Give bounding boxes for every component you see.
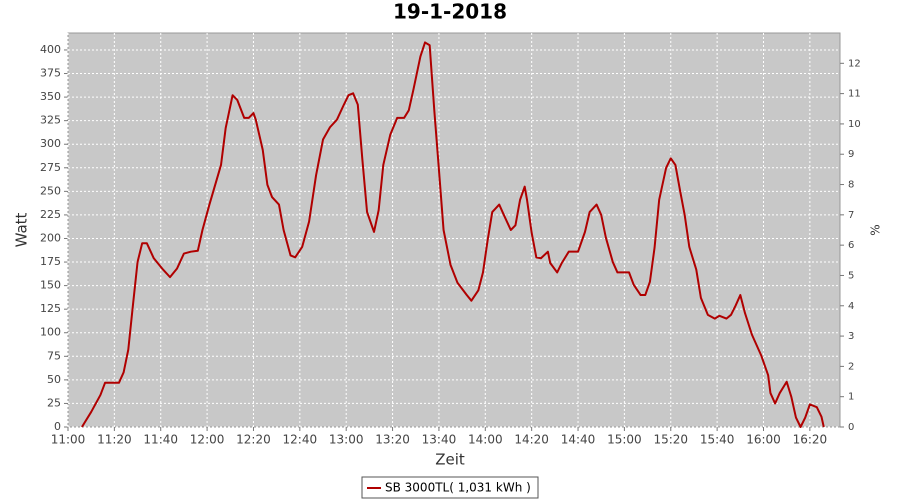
data-line xyxy=(81,41,825,428)
y2-tick-label: 4 xyxy=(848,301,854,312)
y-tick-label: 375 xyxy=(40,67,61,80)
y2-tick-label: 7 xyxy=(848,210,854,221)
x-tick-label: 15:20 xyxy=(653,433,688,447)
x-axis-label: Zeit xyxy=(435,451,465,469)
y-tick-label: 200 xyxy=(40,231,61,244)
y-axis-label: Watt xyxy=(13,212,31,247)
x-tick-label: 16:00 xyxy=(746,433,781,447)
x-tick-label: 14:00 xyxy=(468,433,503,447)
y2-tick-label: 6 xyxy=(848,240,854,251)
x-tick-label: 11:40 xyxy=(143,433,178,447)
y-tick-label: 400 xyxy=(40,43,61,56)
legend-label: SB 3000TL( 1,031 kWh ) xyxy=(385,481,531,495)
y-tick-label: 0 xyxy=(54,420,61,433)
y-tick-label: 150 xyxy=(40,279,61,292)
y2-tick-label: 8 xyxy=(848,180,854,191)
y-tick-label: 175 xyxy=(40,255,61,268)
y2-tick-label: 11 xyxy=(848,89,861,100)
y2-tick-label: 1 xyxy=(848,392,854,403)
y-tick-label: 25 xyxy=(47,396,61,409)
y-tick-label: 125 xyxy=(40,302,61,315)
y-tick-label: 100 xyxy=(40,326,61,339)
y-tick-label: 300 xyxy=(40,137,61,150)
y2-tick-label: 9 xyxy=(848,149,854,160)
x-tick-label: 16:20 xyxy=(793,433,828,447)
y2-tick-label: 0 xyxy=(848,422,854,433)
x-tick-label: 14:40 xyxy=(561,433,596,447)
y-tick-label: 225 xyxy=(40,208,61,221)
x-tick-label: 13:40 xyxy=(422,433,457,447)
y2-tick-label: 10 xyxy=(848,119,861,130)
y-tick-label: 75 xyxy=(47,349,61,362)
chart-title: 19-1-2018 xyxy=(393,0,507,24)
x-tick-label: 12:00 xyxy=(190,433,225,447)
x-tick-label: 13:00 xyxy=(329,433,364,447)
x-tick-label: 15:00 xyxy=(607,433,642,447)
x-tick-label: 15:40 xyxy=(700,433,735,447)
x-tick-label: 11:00 xyxy=(51,433,86,447)
y2-tick-label: 2 xyxy=(848,361,854,372)
y2-tick-label: 3 xyxy=(848,331,854,342)
y-tick-label: 275 xyxy=(40,161,61,174)
x-tick-label: 11:20 xyxy=(97,433,132,447)
y-tick-label: 350 xyxy=(40,90,61,103)
y2-tick-label: 12 xyxy=(848,58,861,69)
y2-axis-label: % xyxy=(869,224,883,235)
y2-tick-label: 5 xyxy=(848,270,854,281)
x-tick-label: 14:20 xyxy=(514,433,549,447)
plot-area xyxy=(67,32,841,428)
y-tick-label: 250 xyxy=(40,184,61,197)
x-tick-label: 12:20 xyxy=(236,433,271,447)
x-tick-label: 13:20 xyxy=(375,433,410,447)
y-tick-label: 325 xyxy=(40,114,61,127)
y-tick-label: 50 xyxy=(47,373,61,386)
legend xyxy=(361,476,539,499)
x-tick-label: 12:40 xyxy=(283,433,318,447)
